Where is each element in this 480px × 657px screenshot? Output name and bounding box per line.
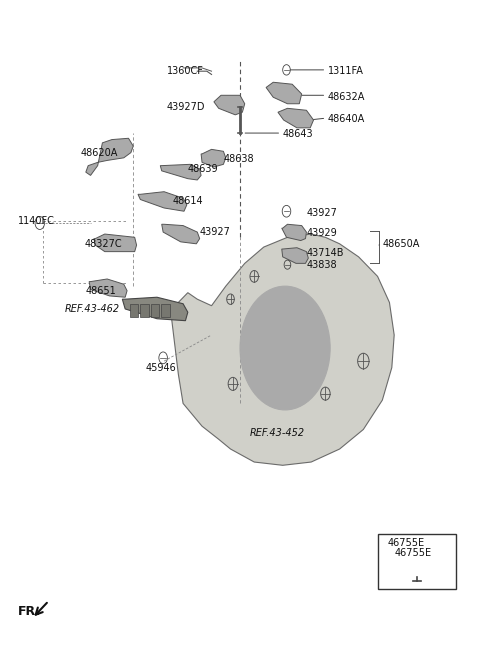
- Text: 43927: 43927: [200, 227, 230, 237]
- Text: 43929: 43929: [306, 228, 337, 238]
- Text: 46755E: 46755E: [394, 548, 432, 558]
- Text: 48639: 48639: [188, 164, 218, 174]
- Bar: [140, 304, 149, 317]
- Bar: [130, 304, 138, 317]
- Polygon shape: [86, 138, 133, 175]
- Text: 43714B: 43714B: [306, 248, 344, 258]
- Text: 48632A: 48632A: [328, 91, 365, 102]
- Polygon shape: [278, 108, 313, 128]
- Polygon shape: [160, 164, 201, 180]
- Polygon shape: [94, 234, 137, 252]
- Bar: [378, 533, 456, 589]
- Text: 48650A: 48650A: [383, 238, 420, 249]
- Text: 1360CF: 1360CF: [167, 66, 204, 76]
- Polygon shape: [171, 234, 394, 465]
- Text: REF.43-452: REF.43-452: [250, 428, 305, 438]
- Text: 1140FC: 1140FC: [18, 216, 55, 226]
- Circle shape: [240, 286, 330, 410]
- Text: 43927D: 43927D: [167, 102, 205, 112]
- Text: 48327C: 48327C: [84, 238, 122, 249]
- Polygon shape: [138, 192, 187, 212]
- Text: 48638: 48638: [223, 154, 254, 164]
- Text: 1311FA: 1311FA: [328, 66, 364, 76]
- Polygon shape: [201, 149, 226, 167]
- Text: 43838: 43838: [306, 260, 337, 270]
- Polygon shape: [266, 82, 301, 104]
- Bar: [151, 304, 159, 317]
- Text: REF.43-462: REF.43-462: [64, 304, 120, 314]
- Text: 46755E: 46755E: [388, 538, 425, 548]
- Text: 48620A: 48620A: [81, 148, 119, 158]
- Polygon shape: [282, 248, 308, 263]
- Polygon shape: [162, 224, 200, 244]
- Text: 45946: 45946: [145, 363, 176, 373]
- Text: 43927: 43927: [306, 208, 337, 217]
- Text: 48614: 48614: [173, 196, 203, 206]
- Polygon shape: [122, 297, 188, 321]
- Bar: [161, 304, 170, 317]
- Text: 48643: 48643: [283, 129, 313, 139]
- Polygon shape: [89, 279, 127, 297]
- Circle shape: [259, 312, 311, 384]
- Text: FR.: FR.: [18, 605, 41, 618]
- Polygon shape: [282, 224, 306, 240]
- Text: 48651: 48651: [86, 286, 117, 296]
- Polygon shape: [214, 95, 245, 115]
- Text: 48640A: 48640A: [328, 114, 365, 124]
